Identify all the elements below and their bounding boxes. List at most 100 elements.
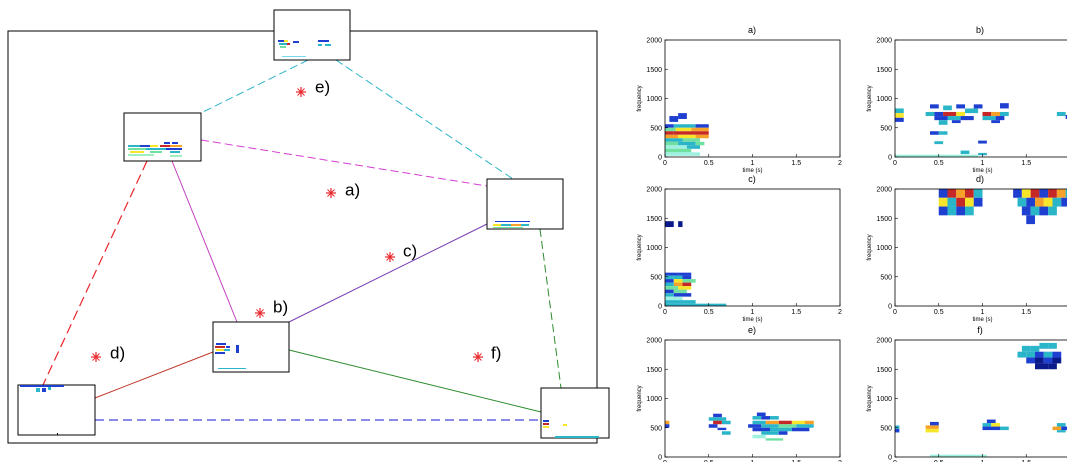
y-tick-label: 500	[880, 125, 892, 132]
spectro-cell	[673, 289, 687, 294]
spectro-cell	[673, 124, 696, 128]
spectro-cell	[805, 420, 814, 425]
spectro-cell	[673, 282, 683, 287]
spectro-cell	[1056, 189, 1066, 198]
spectro-cell	[778, 420, 792, 425]
spectro-cell	[895, 113, 904, 118]
spectro-cell	[925, 428, 939, 433]
spectro-cell	[965, 197, 974, 207]
spectro-cell	[752, 416, 762, 420]
x-tick-label: 0.5	[704, 460, 714, 462]
spectro-cell	[895, 117, 904, 122]
spectro-cell	[1000, 426, 1009, 431]
spectro-cell	[925, 111, 935, 117]
spectro-cell	[938, 206, 948, 216]
spectro-cell	[682, 279, 696, 283]
spectro-cell	[991, 120, 1000, 124]
y-tick-label: 1000	[646, 396, 662, 403]
y-tick-label: 0	[658, 304, 662, 311]
spectro-cell	[1052, 197, 1062, 207]
spectro-cell	[678, 141, 696, 146]
spectro-cell	[721, 431, 731, 435]
panel-d: d)050010001500200000.511.52frequencytime…	[867, 174, 1067, 323]
marker-f: f)	[473, 343, 501, 362]
spectro-cell	[895, 428, 900, 433]
y-tick-label: 2000	[876, 187, 892, 194]
spectro-cell	[770, 416, 779, 420]
spectro-cell	[765, 438, 784, 441]
spectro-cell	[1039, 342, 1049, 349]
spectro-cell	[943, 105, 952, 111]
panel-c: c) 0 500 1000 1500 2000 0 0.5 1 1.5 2 frequency time…	[637, 174, 842, 323]
x-tick-label: 0	[663, 160, 667, 167]
spectro-cell	[686, 145, 700, 149]
spectro-cell	[982, 423, 992, 427]
x-tick-label: 1.5	[1021, 309, 1031, 316]
y-tick-label: 500	[880, 274, 892, 281]
spectro-cell	[682, 275, 692, 280]
x-tick-label: 1.5	[1021, 160, 1031, 167]
marker-d: d)	[91, 343, 125, 362]
spectro-cell	[678, 134, 696, 139]
spectro-cell	[930, 421, 939, 426]
spectro-cell	[895, 108, 904, 114]
spectro-cell	[665, 286, 679, 290]
y-tick-label: 500	[650, 425, 662, 432]
spectro-cell	[982, 426, 1000, 431]
x-tick-label: 0.5	[934, 460, 944, 462]
spectro-cell	[713, 413, 722, 418]
edge-f-green	[539, 228, 562, 389]
spectro-cell	[991, 423, 1000, 427]
spectro-cell	[986, 419, 996, 424]
spectro-cell	[930, 454, 987, 457]
y-tick-label: 0	[888, 155, 892, 162]
edge-b-magenta	[171, 160, 238, 323]
spectro-cell	[675, 127, 692, 132]
panel-title: e)	[748, 325, 756, 335]
spectro-cell	[956, 189, 965, 198]
y-tick-label: 1000	[876, 245, 892, 252]
spectro-cell	[665, 303, 727, 306]
spectro-cell	[1035, 357, 1044, 364]
spectro-cell	[1052, 351, 1062, 358]
spectro-cell	[721, 420, 731, 425]
marker-label-c: c)	[403, 241, 417, 260]
node-lower-left	[17, 384, 96, 436]
spectro-cell	[1030, 206, 1040, 216]
spectro-cell	[752, 420, 766, 425]
spectro-cell	[973, 189, 983, 198]
spectro-cell	[934, 116, 948, 121]
spectro-cell	[673, 293, 692, 297]
panel-title: f)	[977, 325, 983, 335]
y-axis-label: frequency	[637, 234, 643, 260]
node-top	[273, 9, 351, 61]
spectro-cell	[1056, 430, 1066, 433]
spectro-cell	[938, 197, 948, 207]
x-axis-label: time (s)	[973, 317, 993, 323]
x-axis-label: time (s)	[973, 168, 993, 174]
spectro-cell	[947, 206, 957, 216]
spectro-cell	[665, 296, 683, 301]
spectro-cell	[665, 279, 674, 283]
y-tick-label: 1500	[646, 367, 662, 374]
spectro-cell	[934, 141, 944, 145]
spectro-cell	[770, 427, 792, 432]
spectro-cell	[938, 189, 948, 198]
spectro-cell	[761, 431, 779, 435]
y-axis-label: frequency	[867, 234, 873, 260]
spectro-cell	[947, 116, 961, 121]
spectro-cell	[678, 221, 683, 228]
marker-label-e: e)	[315, 77, 330, 96]
spectro-cell	[665, 152, 700, 156]
spectro-cell	[665, 289, 674, 294]
x-tick-label: 1.5	[791, 160, 801, 167]
x-tick-label: 2	[838, 160, 842, 167]
spectro-cell	[1052, 426, 1062, 431]
y-axis-label: frequency	[867, 85, 873, 111]
spectro-cell	[934, 111, 944, 117]
spectro-cell	[665, 272, 679, 276]
edge-b-f-green	[288, 349, 542, 413]
marker-a: a)	[326, 180, 360, 199]
panel-e: e)050010001500200000.511.52frequencytime…	[637, 325, 842, 462]
